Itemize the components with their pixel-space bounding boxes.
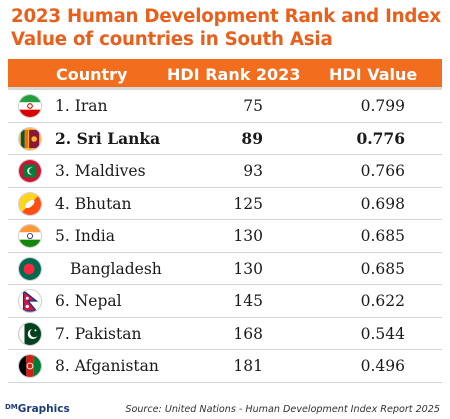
pakistan-flag-icon bbox=[18, 321, 42, 346]
rank-cell: 130 bbox=[233, 259, 263, 278]
table-row: 4. Bhutan 125 0.698 bbox=[8, 188, 442, 220]
table-row: 5. India 130 0.685 bbox=[8, 220, 442, 253]
table-row: 7. Pakistan 168 0.544 bbox=[8, 318, 442, 350]
rank-cell: 168 bbox=[233, 324, 263, 343]
header-value: HDI Value bbox=[329, 65, 418, 84]
country-cell: 6. Nepal bbox=[55, 292, 122, 310]
bangladesh-flag-icon bbox=[18, 256, 42, 281]
source-note: Source: United Nations - Human Developme… bbox=[125, 404, 440, 415]
value-cell: 0.685 bbox=[360, 259, 405, 278]
country-cell: 8. Afganistan bbox=[55, 357, 159, 375]
value-cell: 0.799 bbox=[360, 97, 405, 115]
country-cell: 4. Bhutan bbox=[55, 194, 132, 213]
iran-flag-icon bbox=[18, 94, 42, 118]
rank-cell: 130 bbox=[233, 227, 263, 245]
afghanistan-flag-icon bbox=[18, 354, 42, 378]
table-row: 6. Nepal 145 0.622 bbox=[8, 285, 442, 318]
rank-cell: 125 bbox=[233, 194, 263, 213]
table-header: Country HDI Rank 2023 HDI Value bbox=[8, 59, 442, 90]
value-cell: 0.766 bbox=[360, 162, 405, 180]
rank-cell: 75 bbox=[243, 97, 263, 115]
value-cell: 0.544 bbox=[360, 324, 405, 343]
rank-cell: 145 bbox=[233, 292, 263, 310]
table-row: 1. Iran 75 0.799 bbox=[8, 90, 442, 123]
rank-cell: 181 bbox=[233, 357, 263, 375]
india-flag-icon bbox=[18, 224, 42, 248]
maldives-flag-icon bbox=[18, 159, 42, 183]
country-cell: 5. India bbox=[55, 227, 115, 245]
bhutan-flag-icon bbox=[18, 191, 42, 216]
country-cell: 3. Maldives bbox=[55, 162, 146, 180]
value-cell: 0.622 bbox=[360, 292, 405, 310]
nepal-flag-icon bbox=[18, 289, 42, 313]
country-cell: 2. Sri Lanka bbox=[55, 128, 161, 148]
value-cell: 0.698 bbox=[360, 194, 405, 213]
rank-cell: 93 bbox=[243, 162, 263, 180]
brand-prefix: DM bbox=[5, 403, 18, 411]
footer: DMGraphics Source: United Nations - Huma… bbox=[0, 397, 450, 419]
country-cell: 1. Iran bbox=[55, 97, 108, 115]
table-row: 3. Maldives 93 0.766 bbox=[8, 155, 442, 188]
hdi-table: Country HDI Rank 2023 HDI Value 1. Iran … bbox=[8, 59, 442, 383]
value-cell: 0.776 bbox=[356, 128, 405, 148]
table-row: 2. Sri Lanka 89 0.776 bbox=[8, 123, 442, 155]
chart-title: 2023 Human Development Rank and Index Va… bbox=[11, 6, 441, 50]
table-row: 8. Afganistan 181 0.496 bbox=[8, 350, 442, 383]
rank-cell: 89 bbox=[241, 128, 263, 148]
sri-lanka-flag-icon bbox=[18, 126, 42, 151]
brand-name: Graphics bbox=[17, 403, 70, 415]
brand-logo: DMGraphics bbox=[5, 403, 70, 415]
country-cell: 7. Pakistan bbox=[55, 324, 142, 343]
value-cell: 0.496 bbox=[360, 357, 405, 375]
table-row: Bangladesh 130 0.685 bbox=[8, 253, 442, 285]
header-country: Country bbox=[56, 65, 128, 84]
value-cell: 0.685 bbox=[360, 227, 405, 245]
header-rank: HDI Rank 2023 bbox=[167, 65, 301, 84]
country-cell: Bangladesh bbox=[70, 259, 162, 278]
